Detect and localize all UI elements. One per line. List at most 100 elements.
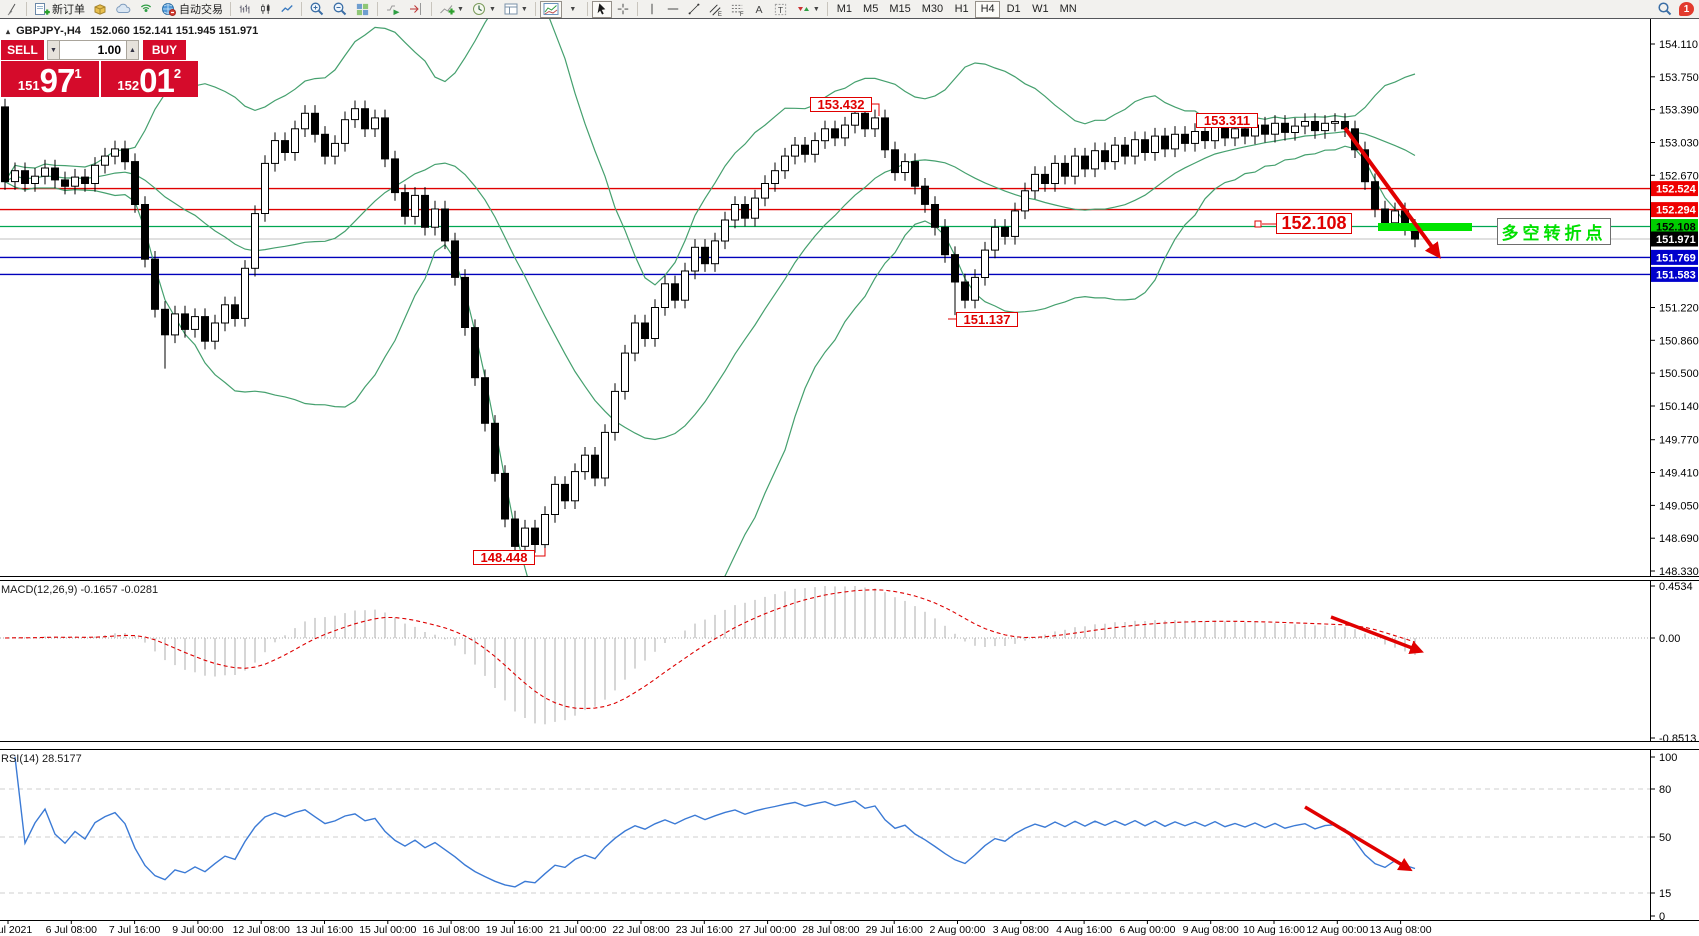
bar-chart-icon (239, 4, 250, 14)
price-badge: 152.294 (1651, 202, 1698, 218)
toolbar-separator (301, 2, 302, 16)
svg-text:150.500: 150.500 (1659, 368, 1699, 380)
price-annotation-label[interactable]: 153.432 (810, 97, 872, 112)
macd-panel[interactable]: 0.4534 0.00 -0.8513 MACD(12,26,9) -0.1657 … (0, 580, 1699, 742)
search-button[interactable] (1654, 1, 1676, 18)
crosshair-icon (617, 3, 629, 15)
svg-text:0.4534: 0.4534 (1659, 581, 1693, 593)
price-annotation-label[interactable]: 153.311 (1196, 113, 1258, 128)
line-chart-button[interactable] (277, 1, 297, 18)
templates-button[interactable]: ▼ (500, 1, 531, 18)
chevron-down-icon: ▼ (569, 5, 577, 13)
svg-text:149.410: 149.410 (1659, 468, 1699, 480)
price-annotation-label[interactable]: 148.448 (473, 550, 535, 565)
notification-badge[interactable]: 1 (1679, 2, 1694, 16)
periods-button[interactable]: ▼ (468, 1, 499, 18)
data-window-button[interactable] (112, 1, 134, 18)
svg-text:152.670: 152.670 (1659, 170, 1699, 182)
market-box-button[interactable] (89, 1, 111, 18)
svg-text:15: 15 (1659, 888, 1671, 900)
timeframe-m15-button[interactable]: M15 (884, 1, 915, 18)
indicators-button[interactable]: ▼ (436, 1, 467, 18)
svg-text:4 Aug 16:00: 4 Aug 16:00 (1056, 924, 1112, 936)
svg-text:3 Aug 08:00: 3 Aug 08:00 (993, 924, 1049, 936)
timeframe-m30-button[interactable]: M30 (917, 1, 948, 18)
horizontal-level-lines[interactable] (0, 187, 1650, 276)
turning-point-label[interactable]: 多空转折点 (1497, 218, 1611, 245)
crosshair-tool-button[interactable] (613, 1, 633, 18)
volume-decrease-button[interactable]: ▼ (47, 40, 60, 60)
sell-price-display[interactable]: 151 97 1 (1, 61, 99, 97)
time-axis-canvas: 5 Jul 2021 6 Jul 08:00 7 Jul 16:00 9 Jul 00… (0, 921, 1432, 936)
price-badge: 152.524 (1651, 181, 1698, 197)
candlestick-chart-button[interactable] (256, 1, 276, 18)
chevron-down-icon: ▼ (457, 5, 464, 13)
volume-input[interactable] (60, 40, 126, 60)
support-zone-bar[interactable] (1378, 223, 1472, 231)
sell-signal-arrow[interactable] (1343, 126, 1441, 259)
chart-window-icon[interactable] (2, 1, 22, 18)
svg-text:2 Aug 00:00: 2 Aug 00:00 (929, 924, 985, 936)
main-chart-panel[interactable]: 154.110 153.750 153.390 153.030 152.670 151.2… (0, 19, 1699, 577)
price-annotation-label[interactable]: 151.137 (956, 312, 1018, 327)
price-axis[interactable]: 154.110 153.750 153.390 153.030 152.670 151.2… (1650, 19, 1699, 577)
equidistant-channel-tool-button[interactable]: E (705, 1, 726, 18)
volume-increase-button[interactable]: ▲ (126, 40, 139, 60)
toolbar-separator (230, 2, 231, 16)
bar-chart-button[interactable] (235, 1, 255, 18)
svg-text:151.220: 151.220 (1659, 303, 1699, 315)
label-connectors (535, 103, 1276, 557)
chart-shift-icon (410, 3, 421, 15)
text-label-tool-button[interactable]: T (770, 1, 791, 18)
signals-button[interactable] (135, 1, 157, 18)
timeframe-m1-button[interactable]: M1 (832, 1, 857, 18)
svg-text:13 Aug 08:00: 13 Aug 08:00 (1370, 924, 1432, 936)
macd-axis[interactable]: 0.4534 0.00 -0.8513 (1650, 581, 1696, 742)
svg-text:152.108: 152.108 (1656, 222, 1696, 234)
timeframe-h4-button[interactable]: H4 (975, 0, 1001, 18)
chart-mode-button[interactable] (539, 0, 562, 18)
macd-down-arrow[interactable] (1330, 615, 1424, 655)
sell-button[interactable]: SELL (1, 40, 44, 60)
timeframe-w1-button[interactable]: W1 (1027, 1, 1054, 18)
timeframe-h1-button[interactable]: H1 (949, 1, 974, 18)
arrows-tool-button[interactable]: ▼ (792, 1, 823, 18)
zoom-in-button[interactable] (306, 1, 328, 18)
cursor-tool-button[interactable] (591, 0, 612, 18)
rsi-panel[interactable]: 100 80 50 15 0 RSI(14) 28.5177 (0, 749, 1699, 921)
svg-text:12 Aug 00:00: 12 Aug 00:00 (1306, 924, 1368, 936)
chart-shift-button[interactable] (405, 1, 427, 18)
macd-histogram (14, 586, 1416, 725)
new-order-button[interactable]: 新订单 (31, 1, 88, 18)
auto-trading-button[interactable]: 自动交易 (158, 1, 226, 18)
zoom-out-button[interactable] (329, 1, 351, 18)
text-tool-button[interactable]: A (749, 1, 769, 18)
tile-windows-button[interactable] (352, 1, 373, 18)
svg-text:151.769: 151.769 (1656, 252, 1696, 264)
equidistant-channel-icon: E (709, 3, 722, 17)
toolbar-right: 1 (1654, 1, 1697, 18)
time-axis[interactable]: 5 Jul 2021 6 Jul 08:00 7 Jul 16:00 9 Jul 00… (0, 921, 1699, 936)
timeframe-mn-button[interactable]: MN (1055, 1, 1082, 18)
buy-button[interactable]: BUY (143, 40, 186, 60)
auto-scroll-button[interactable] (382, 1, 404, 18)
svg-text:50: 50 (1659, 832, 1671, 844)
vertical-line-tool-button[interactable] (642, 1, 662, 18)
svg-text:5 Jul 2021: 5 Jul 2021 (0, 924, 32, 936)
zoom-out-icon (333, 2, 347, 16)
auto-trading-globe-icon (162, 3, 176, 16)
rsi-axis[interactable]: 100 80 50 15 0 (1650, 750, 1677, 921)
buy-price-display[interactable]: 152 01 2 (100, 61, 198, 97)
trendline-icon (688, 3, 700, 15)
svg-text:F: F (740, 11, 744, 17)
timeframe-m5-button[interactable]: M5 (858, 1, 883, 18)
rsi-down-arrow[interactable] (1304, 805, 1413, 872)
timeframe-d1-button[interactable]: D1 (1001, 1, 1026, 18)
chart-mode-caret-button[interactable]: ▼ (563, 1, 583, 18)
price-annotation-label[interactable]: 152.108 (1276, 213, 1352, 234)
trendline-tool-button[interactable] (684, 1, 704, 18)
horizontal-line-tool-button[interactable] (663, 1, 683, 18)
buy-price-sup: 2 (173, 66, 182, 81)
new-order-label: 新订单 (52, 4, 85, 16)
fibonacci-tool-button[interactable]: F (727, 1, 748, 18)
